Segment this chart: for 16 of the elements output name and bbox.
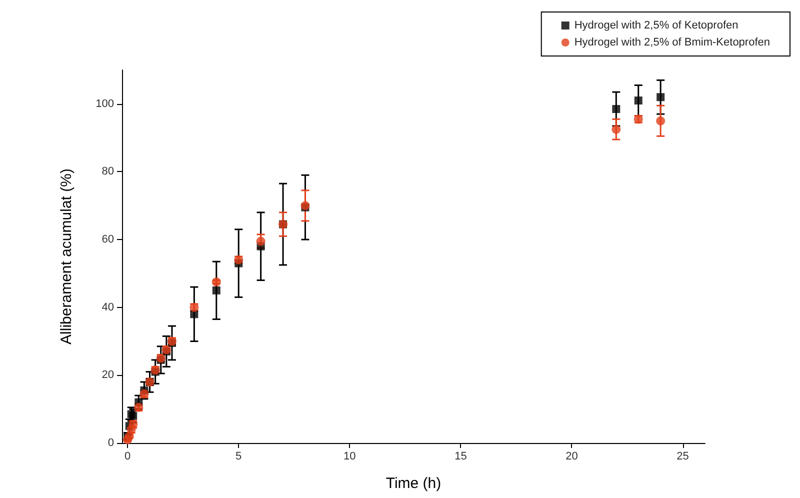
- x-tick-label: 25: [676, 450, 689, 462]
- x-tick-label: 10: [344, 450, 356, 462]
- legend-label: Hydrogel with 2,5% of Bmim-Ketoprofen: [574, 36, 770, 48]
- x-tick-label: 5: [236, 450, 242, 462]
- x-tick-label: 20: [566, 450, 578, 462]
- x-axis-title: Time (h): [386, 475, 442, 492]
- legend-label: Hydrogel with 2,5% of Ketoprofen: [574, 20, 738, 32]
- y-tick-label: 0: [108, 437, 114, 449]
- y-tick-label: 60: [102, 234, 114, 246]
- x-tick-label: 15: [454, 450, 467, 462]
- y-tick-label: 100: [96, 98, 114, 110]
- x-tick-label: 0: [124, 450, 131, 462]
- y-tick-label: 20: [102, 369, 114, 382]
- y-tick-label: 40: [102, 301, 114, 314]
- y-tick-label: 80: [102, 166, 114, 178]
- y-axis-title: Alliberament acumulat (%): [58, 168, 75, 344]
